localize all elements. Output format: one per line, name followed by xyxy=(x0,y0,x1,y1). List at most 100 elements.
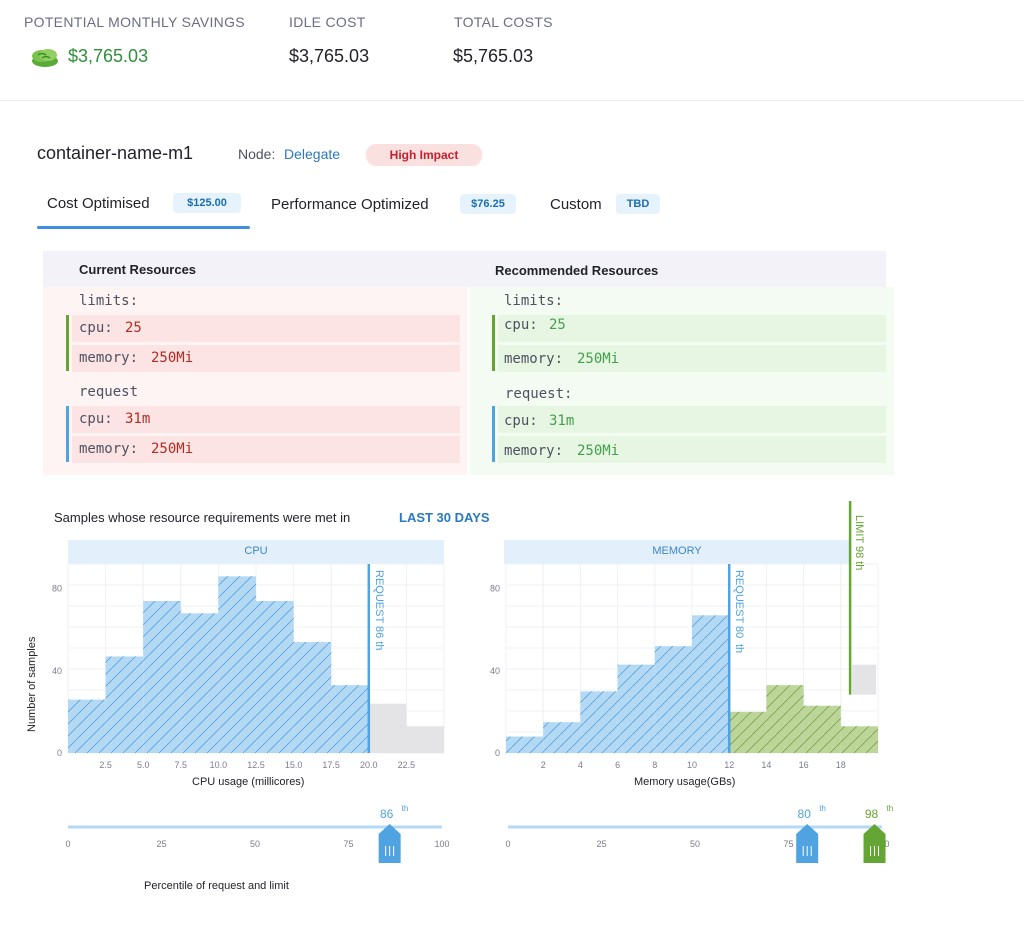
request-line-label: REQUEST 80 xyxy=(733,570,745,638)
percentile-marker-suffix: th xyxy=(402,804,409,813)
limits-indicator xyxy=(492,315,495,371)
idle-cost-value: $3,765.03 xyxy=(289,46,370,66)
time-range-link[interactable]: LAST 30 DAYS xyxy=(399,510,490,525)
y-tick-label: 0 xyxy=(57,748,62,758)
histogram-bar xyxy=(368,703,407,753)
y-axis-title-text: Number of samples xyxy=(26,636,38,732)
savings-value: $3,765.03 xyxy=(68,46,149,66)
current-request-memory-row: memory: 250Mi xyxy=(72,436,460,463)
tab-custom[interactable]: Custom TBD xyxy=(550,188,662,230)
impact-badge: High Impact xyxy=(366,144,482,166)
recommended-request-memory-row: memory: 250Mi xyxy=(498,436,886,463)
cpu-histogram: 0 40 80 2.5 5.0 7.5 10.0 12.5 15.0 17.5 20.0 22.5 RE… xyxy=(52,563,445,770)
x-tick-label: 8 xyxy=(652,760,657,770)
current-limits-label: limits: xyxy=(79,293,139,309)
percentile-marker xyxy=(378,824,401,863)
current-limits-cpu-row: cpu: 25 xyxy=(72,315,460,342)
x-tick-label: 20.0 xyxy=(360,760,378,770)
summary-divider xyxy=(0,100,1024,101)
x-tick-label: 18 xyxy=(836,760,846,770)
histogram-bar-hatch xyxy=(293,642,332,753)
histogram-bar-hatch xyxy=(143,600,181,753)
memory-key: memory: xyxy=(79,441,139,457)
percentile-tick-label: 0 xyxy=(65,839,70,849)
y-tick-label: 40 xyxy=(52,666,62,676)
x-tick-label: 17.5 xyxy=(322,760,340,770)
memory-key: memory: xyxy=(504,443,564,459)
memory-percentile-slider: 025507510080th98th xyxy=(505,804,893,863)
tab-performance-optimized[interactable]: Performance Optimized $76.25 xyxy=(271,188,521,230)
histogram-bar xyxy=(406,726,444,753)
cpu-key: cpu: xyxy=(504,413,538,429)
memory-key: memory: xyxy=(79,350,139,366)
y-tick-label: 80 xyxy=(52,584,62,594)
percentile-tick-label: 25 xyxy=(596,839,606,849)
memory-value: 250Mi xyxy=(151,350,194,366)
y-tick-label: 40 xyxy=(490,666,500,676)
percentile-tick-label: 25 xyxy=(156,839,166,849)
percentile-marker-label: 86 xyxy=(380,807,394,821)
memory-value: 250Mi xyxy=(577,351,620,367)
percentile-marker-label: 98 xyxy=(865,807,879,821)
cpu-key: cpu: xyxy=(79,320,113,336)
x-tick-label: 12 xyxy=(724,760,734,770)
x-tick-label: 15.0 xyxy=(285,760,303,770)
money-stack-icon xyxy=(30,46,60,68)
request-line-label: REQUEST 86 th xyxy=(373,570,385,651)
x-tick-label: 7.5 xyxy=(175,760,188,770)
histogram-bar-hatch xyxy=(331,685,369,753)
histogram-bar-hatch xyxy=(180,613,219,753)
recommended-request-cpu-row: cpu: 31m xyxy=(498,406,886,433)
current-request-label: request xyxy=(79,384,139,400)
container-name: container-name-m1 xyxy=(37,143,194,163)
percentile-tick-label: 75 xyxy=(783,839,793,849)
cpu-value: 31m xyxy=(125,411,151,427)
resources-header xyxy=(43,251,886,287)
recommended-limits-label: limits: xyxy=(504,293,564,309)
current-request-cpu-row: cpu: 31m xyxy=(72,406,460,433)
memory-value: 250Mi xyxy=(151,441,194,457)
histogram-bar-hatch xyxy=(654,646,692,753)
memory-key: memory: xyxy=(504,351,564,367)
limits-indicator xyxy=(66,315,69,371)
samples-description: Samples whose resource requirements were… xyxy=(54,510,351,525)
x-tick-label: 16 xyxy=(799,760,809,770)
cpu-key: cpu: xyxy=(79,411,113,427)
y-axis-title: Number of samples xyxy=(22,637,40,732)
memory-chart-header: MEMORY xyxy=(504,540,850,564)
recommended-resources-title: Recommended Resources xyxy=(495,263,659,278)
histogram-bar-hatch xyxy=(580,691,618,753)
percentile-tick-label: 75 xyxy=(343,839,353,849)
x-tick-label: 6 xyxy=(615,760,620,770)
cpu-value: 31m xyxy=(549,413,575,429)
histogram-bar-hatch xyxy=(840,726,878,753)
x-tick-label: 10.0 xyxy=(210,760,228,770)
percentile-tick-label: 50 xyxy=(690,839,700,849)
recommended-request-label: request: xyxy=(505,386,573,402)
node-link[interactable]: Delegate xyxy=(284,146,341,162)
histogram-bar-hatch xyxy=(766,685,804,753)
histogram-bar-hatch xyxy=(803,705,841,753)
percentile-tick-label: 0 xyxy=(505,839,510,849)
x-tick-label: 22.5 xyxy=(398,760,416,770)
total-costs-value: $5,765.03 xyxy=(453,46,534,66)
histogram-bar-hatch xyxy=(543,722,581,753)
x-tick-label: 10 xyxy=(687,760,697,770)
cpu-chart-header: CPU xyxy=(68,540,444,564)
cpu-value: 25 xyxy=(549,317,566,333)
cpu-value: 25 xyxy=(125,320,142,336)
current-limits-memory-row: memory: 250Mi xyxy=(72,345,460,372)
recommended-limits-cpu-row: cpu: 25 xyxy=(498,315,886,342)
histogram-bar-hatch xyxy=(729,711,767,753)
request-indicator xyxy=(492,406,495,462)
cpu-x-axis-title: CPU usage (millicores) xyxy=(192,776,305,788)
cpu-percentile-slider: 0 25 50 75 100 86 th xyxy=(65,804,450,863)
recommended-limits-memory-row: memory: 250Mi xyxy=(498,345,886,372)
tab-label: Performance Optimized xyxy=(271,196,429,213)
memory-x-axis-title: Memory usage(GBs) xyxy=(634,776,736,788)
idle-cost-label: IDLE COST xyxy=(289,14,366,30)
tab-badge: TBD xyxy=(616,194,660,214)
histogram-bar-hatch xyxy=(617,664,655,753)
cpu-key: cpu: xyxy=(504,317,538,333)
tab-cost-optimised[interactable]: Cost Optimised $125.00 xyxy=(37,188,250,230)
